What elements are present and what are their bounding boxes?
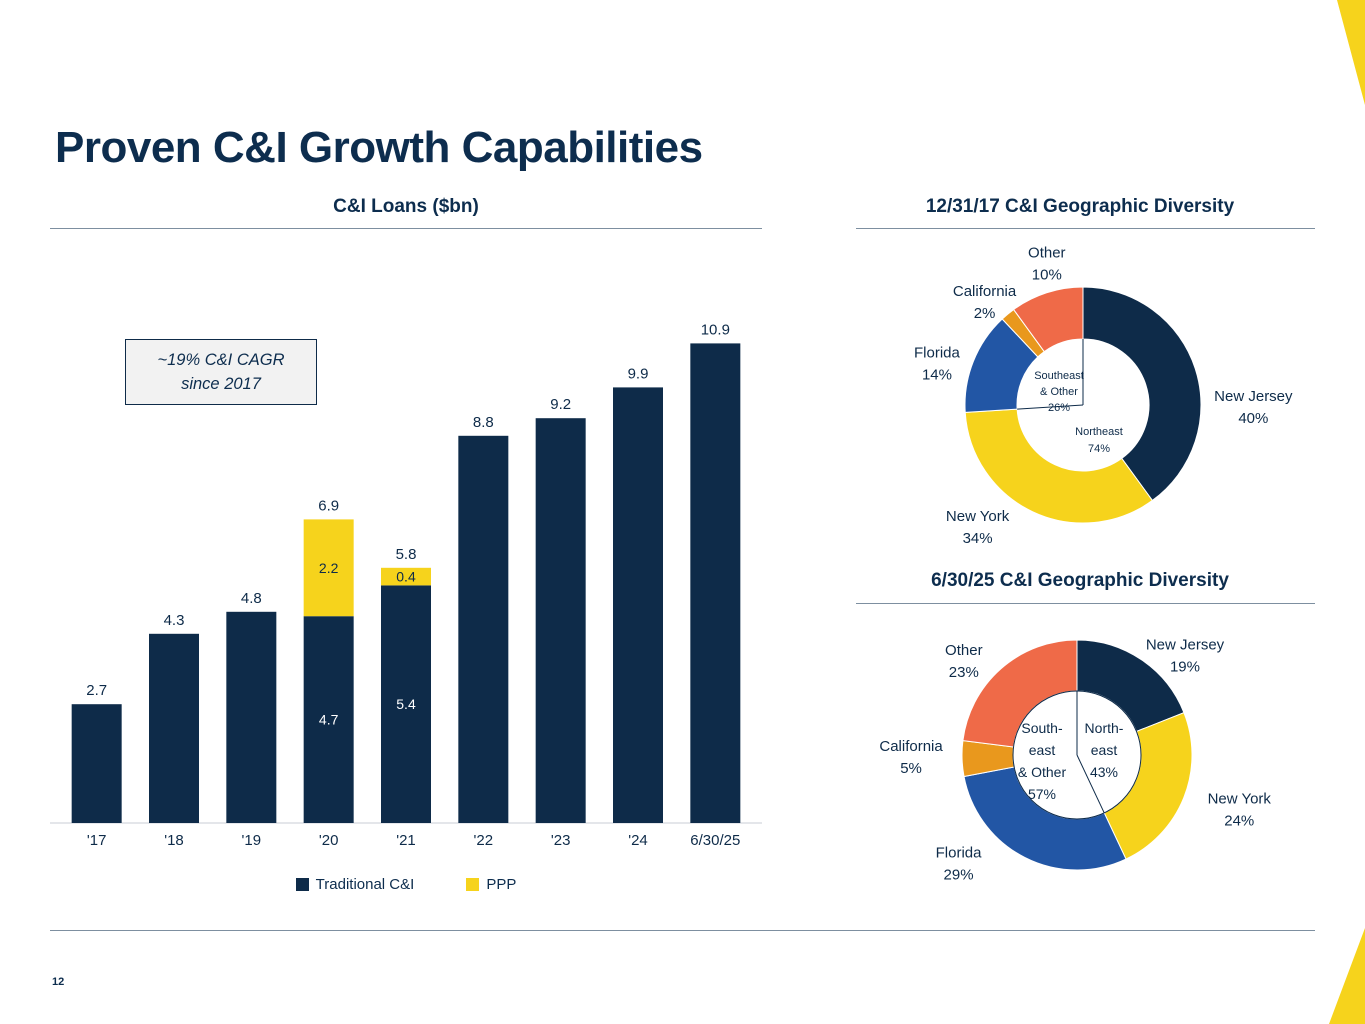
donut-slice-label: New Jersey 19% [1146, 636, 1225, 675]
bar-total-label: 6.9 [318, 497, 339, 514]
donut-2025-title: 6/30/25 C&I Geographic Diversity [931, 570, 1229, 591]
bar-segment-traditional [226, 611, 277, 823]
corner-accent-top-icon [1337, 0, 1365, 105]
bar-segment-traditional [149, 633, 199, 823]
bar-inner-value-label: 4.7 [319, 712, 339, 728]
ppp-swatch-icon [466, 878, 480, 891]
bar-segment-traditional [690, 343, 741, 823]
x-axis-tick-label: '21 [396, 832, 416, 849]
donut-slice-label: Florida 14% [914, 345, 961, 384]
cagr-callout: ~19% C&I CAGR since 2017 [125, 339, 317, 405]
bar-segment-traditional [381, 585, 431, 823]
page-number: 12 [52, 976, 65, 988]
bar-total-label: 2.7 [86, 682, 107, 699]
traditional-ci-swatch-icon [295, 878, 309, 891]
donut-inner-label: North-east 43% [1085, 720, 1124, 780]
corner-accent-bottom-icon [1329, 928, 1365, 1024]
bar-total-label: 9.2 [550, 396, 571, 413]
bar-total-label: 4.8 [241, 590, 262, 607]
footer-rule [50, 930, 1315, 931]
x-axis-tick-label: 6/30/25 [690, 832, 740, 849]
bar-total-label: 5.8 [396, 546, 417, 563]
donut-slice [1076, 639, 1185, 733]
donut-slice-label: Florida 29% [936, 844, 983, 883]
donut-slice-label: New York 34% [946, 508, 1010, 547]
donut-slice [1012, 286, 1084, 353]
donut-slice-label: California 5% [879, 738, 943, 777]
geographic-diversity-2025-donut-chart: New Jersey 19% New York 24% Florida 29% Califo… [879, 636, 1272, 883]
bar-total-label: 9.9 [628, 365, 649, 382]
x-axis-tick-label: '19 [242, 832, 262, 849]
bar-segment-ppp [381, 567, 431, 586]
bar-segment-traditional [71, 704, 122, 823]
geographic-diversity-2017-donut-chart: New Jersey 40% New York 34% Florida 14% Califo… [914, 245, 1293, 548]
bar-total-label: 10.9 [701, 321, 730, 338]
region-divider-line [1076, 754, 1105, 814]
cagr-callout-line2: since 2017 [181, 375, 261, 393]
bar-segment-traditional [458, 435, 509, 823]
donut-inner-label: South-east & Other 57% [1018, 720, 1067, 802]
bar-segment-traditional [303, 616, 354, 823]
bar-segment-traditional [535, 418, 586, 823]
bar-total-label: 4.3 [164, 612, 185, 629]
x-axis-tick-label: '18 [164, 832, 184, 849]
legend-item-traditional: Traditional C&I [295, 876, 415, 893]
bar-inner-value-label: 2.2 [319, 560, 339, 576]
donut-slice-label: Other 23% [945, 642, 983, 681]
bar-total-label: 8.8 [473, 414, 494, 431]
bar-chart-title: C&I Loans ($bn) [333, 196, 479, 217]
bar-chart-legend: Traditional C&I PPP [50, 876, 762, 893]
x-axis-tick-label: '23 [551, 832, 571, 849]
donut-2017-title-rule [856, 228, 1315, 229]
bar-segment-ppp [303, 519, 354, 617]
page-title: Proven C&I Growth Capabilities [55, 123, 703, 172]
bar-inner-value-label: 5.4 [396, 696, 416, 712]
donut-inner-label: Southeast & Other 26% [1034, 370, 1084, 414]
x-axis-tick-label: '22 [474, 832, 494, 849]
cagr-callout-line1: ~19% C&I CAGR [157, 351, 285, 369]
c-and-i-loans-bar-chart: 2.7 '17 4.3 '18 4.8 '19 4.7 2.2 6.9 '20 5.4 0.4 5.8 '… [50, 321, 762, 849]
x-axis-tick-label: '24 [628, 832, 648, 849]
donut-slice-label: New York 24% [1208, 790, 1272, 829]
region-divider-line [1017, 404, 1084, 410]
donut-2017-title: 12/31/17 C&I Geographic Diversity [925, 196, 1235, 217]
donut-slice [1082, 286, 1202, 502]
legend-label-ppp: PPP [486, 876, 517, 893]
donut-slice-label: New Jersey 40% [1214, 388, 1293, 427]
x-axis-tick-label: '20 [319, 832, 339, 849]
legend-item-ppp: PPP [466, 876, 516, 893]
legend-label-traditional: Traditional C&I [315, 876, 415, 893]
donut-slice [963, 766, 1127, 871]
x-axis-tick-label: '17 [87, 832, 107, 849]
donut-slice [964, 408, 1154, 524]
bar-inner-value-label: 0.4 [396, 569, 416, 585]
donut-slice-label: California 2% [953, 283, 1017, 322]
bar-segment-traditional [613, 387, 663, 823]
donut-inner-label: Northeast 74% [1075, 426, 1123, 455]
donut-2025-title-rule [856, 603, 1315, 604]
donut-slice-label: Other 10% [1028, 245, 1066, 284]
bar-chart-title-rule [50, 228, 762, 229]
